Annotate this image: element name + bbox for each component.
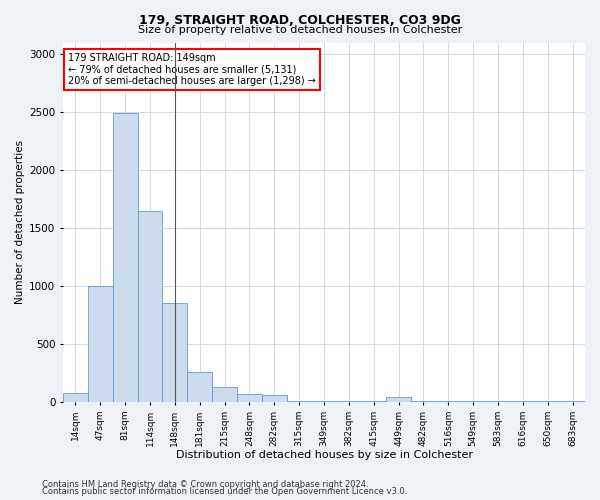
Bar: [386, 396, 411, 402]
Bar: [137, 210, 163, 402]
Text: Contains HM Land Registry data © Crown copyright and database right 2024.: Contains HM Land Registry data © Crown c…: [42, 480, 368, 489]
Bar: [485, 401, 511, 402]
Bar: [187, 372, 212, 402]
Bar: [535, 401, 560, 402]
Bar: [287, 401, 311, 402]
Text: 179, STRAIGHT ROAD, COLCHESTER, CO3 9DG: 179, STRAIGHT ROAD, COLCHESTER, CO3 9DG: [139, 14, 461, 27]
Bar: [337, 401, 361, 402]
Bar: [212, 388, 237, 402]
Bar: [560, 401, 585, 402]
Bar: [411, 401, 436, 402]
Bar: [63, 393, 88, 402]
Y-axis label: Number of detached properties: Number of detached properties: [15, 140, 25, 304]
Bar: [311, 401, 337, 402]
Bar: [262, 396, 287, 402]
Bar: [163, 302, 187, 402]
X-axis label: Distribution of detached houses by size in Colchester: Distribution of detached houses by size …: [176, 450, 473, 460]
Bar: [361, 401, 386, 402]
Bar: [436, 401, 461, 402]
Text: 179 STRAIGHT ROAD: 149sqm
← 79% of detached houses are smaller (5,131)
20% of se: 179 STRAIGHT ROAD: 149sqm ← 79% of detac…: [68, 54, 316, 86]
Bar: [461, 401, 485, 402]
Bar: [113, 113, 137, 402]
Bar: [88, 286, 113, 402]
Bar: [511, 401, 535, 402]
Bar: [237, 394, 262, 402]
Text: Contains public sector information licensed under the Open Government Licence v3: Contains public sector information licen…: [42, 488, 407, 496]
Text: Size of property relative to detached houses in Colchester: Size of property relative to detached ho…: [138, 25, 462, 35]
